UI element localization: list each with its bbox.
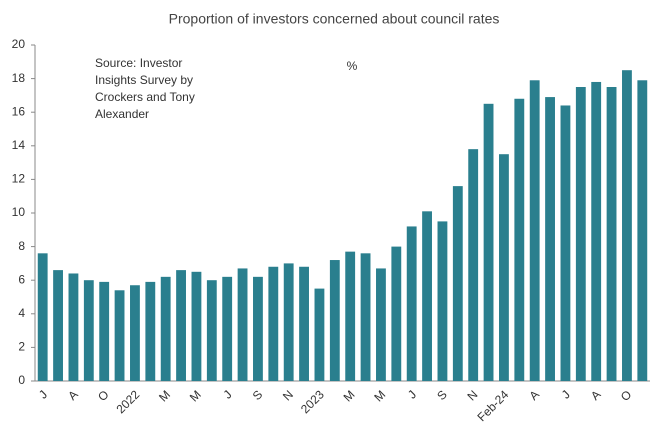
x-tick-label: A <box>588 387 604 403</box>
x-tick-label: Feb-24 <box>475 387 512 424</box>
bar <box>176 270 186 381</box>
bar <box>206 280 217 381</box>
y-tick-label: 2 <box>18 340 25 354</box>
y-tick-label: 4 <box>18 306 25 320</box>
x-tick-label: M <box>187 387 204 404</box>
x-tick-label: J <box>220 387 234 401</box>
bar <box>53 270 63 381</box>
bar <box>314 288 325 381</box>
bar <box>376 268 386 381</box>
x-tick-label: N <box>465 387 481 403</box>
x-tick-label: 2022 <box>114 387 143 416</box>
y-tick-label: 20 <box>12 37 26 51</box>
unit-label: % <box>347 59 358 73</box>
bar <box>299 266 309 381</box>
y-tick-label: 18 <box>12 71 26 85</box>
bar <box>130 285 140 381</box>
bar <box>514 98 525 381</box>
x-tick-label: J <box>405 387 419 401</box>
y-tick-label: 10 <box>12 205 26 219</box>
bar <box>37 253 48 381</box>
y-tick-label: 12 <box>12 172 26 186</box>
bar <box>360 253 371 381</box>
y-tick-label: 8 <box>18 239 25 253</box>
bar <box>114 290 125 381</box>
x-tick-label: A <box>65 387 81 403</box>
x-tick-label: J <box>559 387 573 401</box>
bar <box>329 260 340 381</box>
x-tick-label: 2023 <box>298 387 327 416</box>
bar <box>545 97 555 381</box>
bar <box>591 81 602 382</box>
bar <box>452 186 463 381</box>
x-tick-label: S <box>250 387 266 403</box>
bar <box>560 105 571 381</box>
bar <box>422 211 432 381</box>
bar <box>222 276 233 381</box>
y-tick-label: 14 <box>12 138 26 152</box>
bar <box>68 273 79 381</box>
bar <box>268 266 279 381</box>
source-note: Crockers and Tony <box>95 90 195 104</box>
source-note: Source: Investor <box>95 56 182 70</box>
bar <box>145 281 156 381</box>
bar <box>99 281 110 381</box>
bar <box>160 276 171 381</box>
bar <box>406 226 417 381</box>
bar <box>637 80 648 381</box>
x-tick-label: M <box>156 387 173 404</box>
y-tick-label: 16 <box>12 104 26 118</box>
source-note: Insights Survey by <box>95 73 193 87</box>
source-note: Alexander <box>95 107 149 121</box>
bar <box>483 103 494 382</box>
bar <box>499 154 509 381</box>
bar <box>391 246 402 381</box>
bar <box>529 80 540 381</box>
x-tick-label: M <box>371 387 388 404</box>
bar <box>468 149 479 381</box>
x-tick-label: A <box>526 387 542 403</box>
bar <box>237 268 248 381</box>
bar <box>253 276 263 381</box>
x-tick-label: S <box>434 387 450 403</box>
bar <box>283 263 294 381</box>
x-tick-label: J <box>36 387 50 401</box>
x-tick-label: O <box>95 387 112 404</box>
y-tick-label: 0 <box>18 373 25 387</box>
chart-title: Proportion of investors concerned about … <box>169 11 500 27</box>
x-tick-label: M <box>341 387 358 404</box>
x-tick-label: N <box>280 387 296 403</box>
bar <box>575 87 586 381</box>
bar <box>191 271 202 381</box>
x-tick-label: O <box>618 387 635 404</box>
bar <box>345 251 356 381</box>
bar <box>606 87 617 381</box>
bar <box>83 280 94 381</box>
bar <box>437 221 448 381</box>
bar <box>622 70 632 381</box>
y-tick-label: 6 <box>18 272 25 286</box>
